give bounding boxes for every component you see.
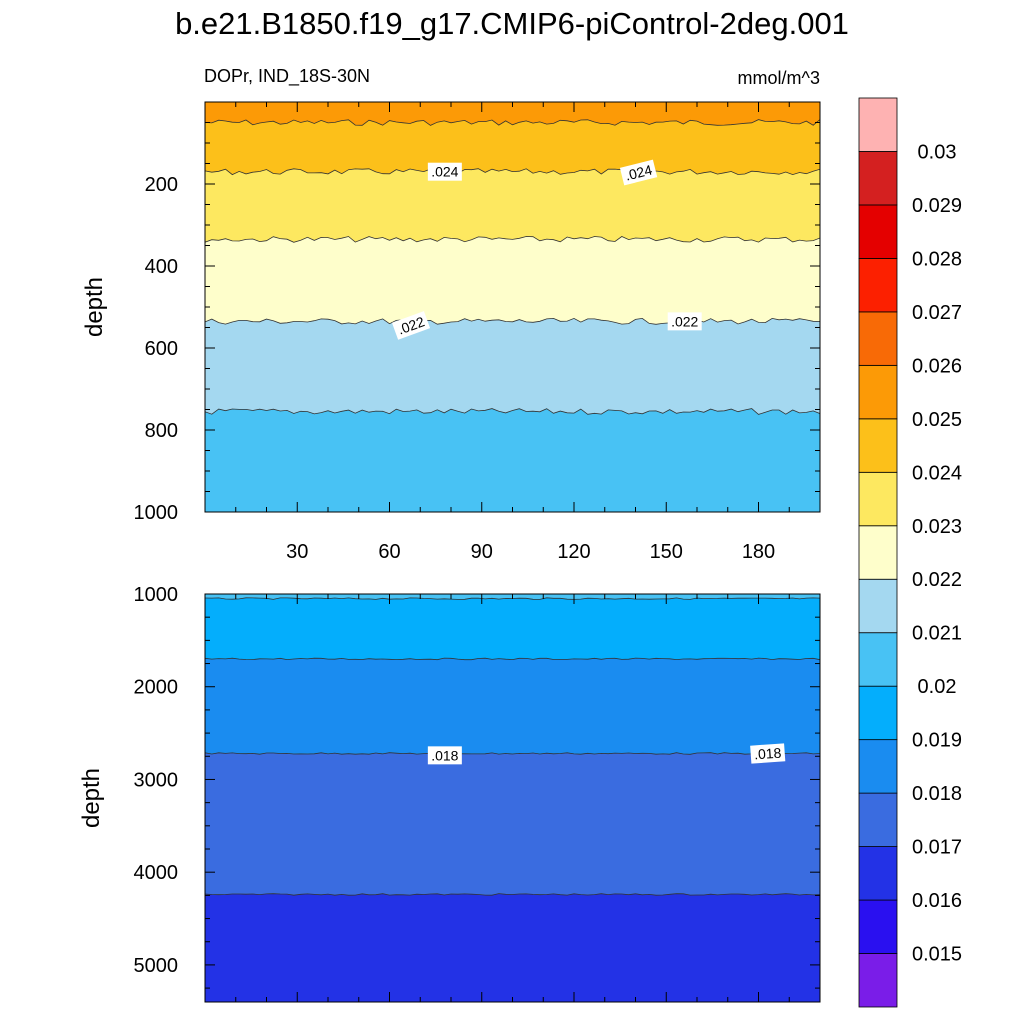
colorbar-swatch-10 (858, 418, 898, 473)
colorbar-swatch-1 (858, 899, 898, 954)
upper-x-tick-label: 60 (378, 541, 400, 563)
colorbar-level-label: 0.016 (912, 890, 962, 912)
svg-text:.018: .018 (754, 745, 783, 763)
upper-y-tick-label: 400 (145, 256, 178, 278)
colorbar-swatch-2 (858, 846, 898, 901)
upper-x-tick-label: 150 (650, 541, 683, 563)
lower-contour-label-1: .018 (750, 743, 786, 764)
upper-contour-line-5 (205, 408, 820, 415)
svg-text:.024: .024 (623, 161, 654, 183)
colorbar-swatch-13 (858, 258, 898, 313)
lower-band-2 (205, 658, 820, 755)
colorbar-level-label: 0.027 (912, 302, 962, 324)
lower-y-tick-label: 5000 (134, 955, 179, 977)
colorbar-swatch-16 (858, 97, 898, 152)
upper-contour-label-0: .024 (427, 162, 462, 181)
lower-y-tick-label: 3000 (134, 769, 179, 791)
upper-band-2 (205, 168, 820, 243)
colorbar-swatch-6 (858, 632, 898, 687)
lower-contour-label-0: .018 (427, 746, 462, 765)
upper-y-tick-label: 200 (145, 174, 178, 196)
colorbar-swatch-3 (858, 792, 898, 847)
upper-y-axis-label: depth (81, 277, 108, 337)
colorbar-level-label: 0.025 (912, 409, 962, 431)
upper-x-tick-label: 90 (471, 541, 493, 563)
colorbar-level-label: 0.023 (912, 516, 962, 538)
upper-y-tick-label: 800 (145, 420, 178, 442)
lower-y-tick-label: 1000 (134, 584, 179, 606)
colorbar-swatch-9 (858, 471, 898, 527)
upper-band-4 (205, 318, 820, 415)
colorbar-swatch-5 (858, 685, 898, 741)
lower-contour-panel: .018 .018 1000 2000 3000 4000 5000 (134, 584, 821, 1003)
colorbar-level-label: 0.019 (912, 730, 962, 752)
colorbar-level-label: 0.026 (912, 355, 962, 377)
upper-y-tick-label: 1000 (134, 502, 179, 524)
colorbar-level-label: 0.021 (912, 623, 962, 645)
colorbar-swatch-4 (858, 739, 898, 794)
upper-x-tick-label: 120 (557, 541, 590, 563)
lower-y-tick-label: 2000 (134, 677, 179, 699)
colorbar-swatch-15 (858, 151, 898, 206)
upper-x-tick-label: 180 (742, 541, 775, 563)
colorbar-level-label: 0.017 (912, 837, 962, 859)
colorbar-swatch-11 (858, 364, 898, 420)
lower-band-1 (205, 597, 820, 660)
lower-y-tick-label: 4000 (134, 862, 179, 884)
upper-contour-line-4 (205, 317, 820, 325)
colorbar-level-label: 0.029 (912, 195, 962, 217)
upper-contour-line-3 (205, 236, 820, 243)
lower-contour-line-4 (205, 893, 820, 896)
colorbar-swatch-14 (858, 204, 898, 259)
svg-text:.024: .024 (431, 164, 458, 180)
colorbar-level-label: 0.022 (912, 569, 962, 591)
upper-y-tick-label: 600 (145, 338, 178, 360)
lower-band-3 (205, 752, 820, 896)
colorbar-level-label: 0.028 (912, 248, 962, 270)
upper-x-tick-label: 30 (286, 541, 308, 563)
subtitle-right: mmol/m^3 (738, 68, 820, 88)
svg-text:.022: .022 (671, 313, 698, 329)
subtitle-left: DOPr, IND_18S-30N (204, 66, 370, 87)
figure-title: b.e21.B1850.f19_g17.CMIP6-piControl-2deg… (175, 6, 849, 41)
upper-band-3 (205, 236, 820, 325)
lower-contour-line-2 (205, 657, 820, 661)
colorbar-level-label: 0.015 (912, 944, 962, 966)
colorbar-swatch-12 (858, 311, 898, 366)
upper-band-1 (205, 119, 820, 175)
svg-text:.018: .018 (431, 747, 458, 763)
upper-contour-label-3: .022 (667, 312, 702, 331)
colorbar-level-label: 0.02 (918, 676, 957, 698)
upper-bands: .024.024.022.022 (205, 102, 820, 512)
colorbar-swatch-0 (858, 953, 898, 1008)
colorbar-swatch-7 (858, 578, 898, 634)
colorbar-level-label: 0.024 (912, 462, 962, 484)
upper-contour-line-2 (205, 168, 820, 176)
colorbar: 0.015 0.016 0.017 0.018 0.019 0.02 0.021 0.022 0… (858, 97, 962, 1008)
colorbar-level-label: 0.03 (918, 141, 957, 163)
upper-contour-line-1 (205, 119, 820, 126)
colorbar-level-label: 0.018 (912, 783, 962, 805)
colorbar-swatch-8 (858, 525, 898, 580)
upper-band-5 (205, 408, 820, 512)
upper-contour-label-1: .024 (619, 159, 658, 186)
lower-bands: .018 .018 (205, 594, 820, 1002)
lower-band-4 (205, 893, 820, 1002)
lower-contour-line-3 (205, 752, 820, 755)
lower-y-axis-label: depth (78, 768, 105, 828)
